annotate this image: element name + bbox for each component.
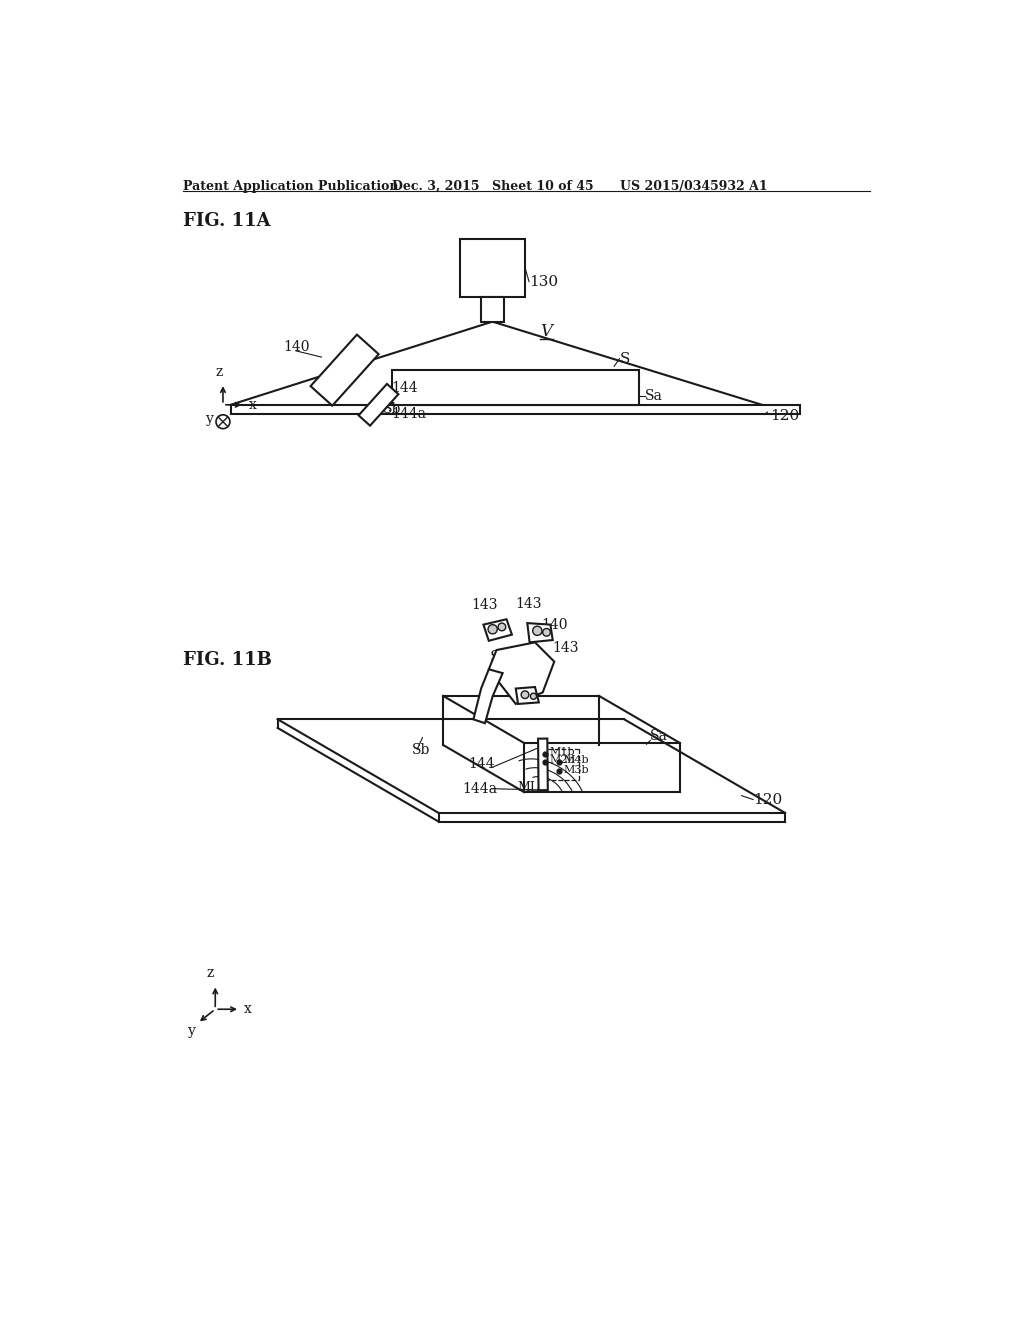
Polygon shape [473, 669, 503, 723]
Text: y: y [188, 1024, 197, 1038]
Bar [230, 405, 801, 414]
Text: 143: 143 [516, 597, 543, 611]
Text: M4b: M4b [563, 755, 589, 766]
Text: 130: 130 [529, 275, 558, 289]
Circle shape [488, 624, 498, 634]
Circle shape [532, 626, 542, 635]
Circle shape [530, 693, 537, 700]
Polygon shape [538, 739, 548, 791]
Text: 144: 144 [469, 756, 496, 771]
Bar [392, 370, 639, 405]
Text: 120: 120 [770, 409, 799, 424]
Text: US 2015/0345932 A1: US 2015/0345932 A1 [620, 180, 767, 193]
Polygon shape [483, 619, 512, 640]
Text: V: V [541, 323, 552, 341]
Polygon shape [358, 384, 398, 425]
Text: z: z [215, 364, 222, 379]
Polygon shape [488, 643, 554, 704]
Polygon shape [516, 686, 539, 704]
Polygon shape [527, 623, 553, 643]
Text: 143: 143 [552, 642, 579, 655]
Text: 120: 120 [753, 792, 782, 807]
Text: Sa: Sa [645, 388, 663, 403]
Text: z: z [206, 966, 213, 979]
Text: FIG. 11A: FIG. 11A [183, 213, 270, 230]
Text: M3b: M3b [563, 764, 589, 775]
Polygon shape [310, 334, 379, 405]
Text: Patent Application Publication: Patent Application Publication [183, 180, 398, 193]
Text: Sa: Sa [650, 730, 669, 743]
Text: S: S [620, 351, 630, 366]
Text: 144a: 144a [391, 407, 426, 421]
Text: Dec. 3, 2015: Dec. 3, 2015 [392, 180, 480, 193]
Text: Sb: Sb [413, 743, 430, 758]
Text: 140: 140 [283, 341, 309, 354]
Text: ML2: ML2 [517, 781, 546, 795]
Bar [481, 297, 504, 322]
Text: 144: 144 [391, 381, 418, 395]
Text: Sheet 10 of 45: Sheet 10 of 45 [493, 180, 594, 193]
Text: 143: 143 [471, 598, 498, 612]
Text: FIG. 11B: FIG. 11B [183, 651, 271, 669]
Bar [460, 239, 525, 297]
Text: x: x [249, 397, 256, 412]
Text: x: x [244, 1002, 252, 1016]
Circle shape [498, 623, 506, 631]
Circle shape [521, 690, 528, 698]
Text: 144a: 144a [463, 781, 498, 796]
Text: Sb: Sb [383, 403, 401, 417]
Text: M2b: M2b [549, 755, 574, 766]
Text: 140: 140 [541, 618, 567, 632]
Text: S: S [489, 649, 501, 667]
Text: y: y [206, 412, 214, 426]
Circle shape [543, 628, 551, 636]
Text: M1b: M1b [549, 747, 574, 758]
Circle shape [216, 414, 230, 429]
